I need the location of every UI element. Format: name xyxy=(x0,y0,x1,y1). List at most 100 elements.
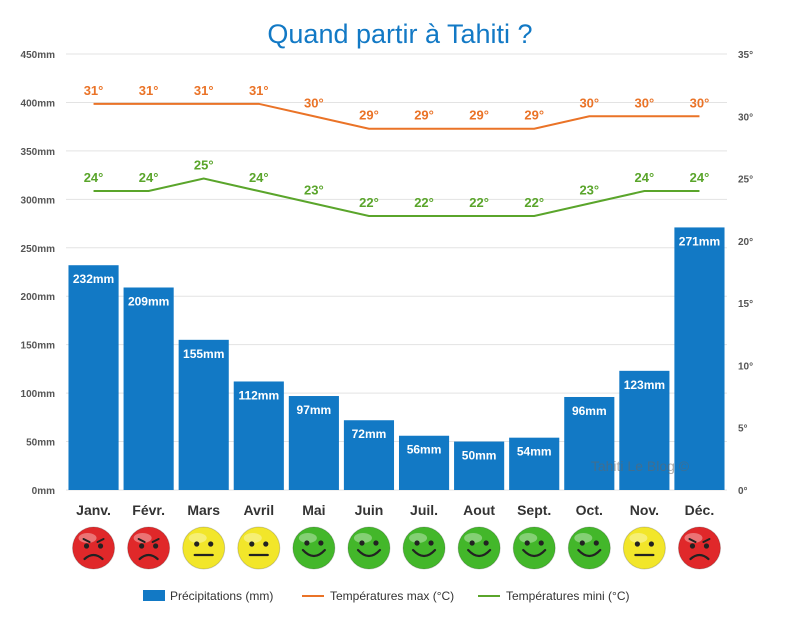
left-eye xyxy=(634,541,640,547)
temp-min-label: 23° xyxy=(579,182,599,197)
left-brow xyxy=(688,538,697,543)
right-eye xyxy=(538,540,544,546)
temp-max-label: 31° xyxy=(84,83,104,98)
legend-label-temp-min: Températures mini (°C) xyxy=(506,589,630,603)
bar-value-label: 112mm xyxy=(238,388,279,402)
month-label: Juin xyxy=(355,502,384,518)
temp-max-label: 31° xyxy=(249,83,269,98)
precipitation-bar xyxy=(398,435,450,490)
right-eye xyxy=(428,540,434,546)
month-label: Nov. xyxy=(630,502,659,518)
bar-value-label: 50mm xyxy=(462,449,497,463)
temperature-lines: 31° 31° 31° 31° 30° 29° 29° 29° 29° 30° 30° 30° 24° 2… xyxy=(84,83,710,217)
month-label: Aout xyxy=(463,502,495,518)
right-tick-label: 30° xyxy=(738,112,753,123)
face-circle xyxy=(237,526,281,570)
mouth xyxy=(301,548,326,558)
temp-max-label: 29° xyxy=(524,108,544,123)
sad-face-icon xyxy=(72,526,116,570)
mouth xyxy=(356,548,382,558)
left-tick-label: 200mm xyxy=(21,292,56,303)
month-label: Oct. xyxy=(576,502,603,518)
happy-face-icon xyxy=(402,526,446,570)
temp-min-label: 23° xyxy=(304,182,324,197)
bar-value-label: 271mm xyxy=(679,234,720,248)
temp-max-label: 30° xyxy=(579,95,599,110)
face-highlight xyxy=(353,533,372,543)
sad-face-icon xyxy=(677,526,721,570)
bar-value-label: 232mm xyxy=(73,272,114,286)
month-label: Avril xyxy=(243,502,274,518)
left-eye xyxy=(359,540,365,546)
face-circle xyxy=(182,526,226,570)
sad-face-icon xyxy=(127,526,171,570)
temp-max-label: 31° xyxy=(194,83,214,98)
precipitation-bar xyxy=(509,437,560,490)
legend-swatch-precipitation xyxy=(143,590,165,601)
right-brow xyxy=(96,538,105,543)
mouth xyxy=(689,553,710,561)
face-circle xyxy=(567,526,611,570)
month-label: Sept. xyxy=(517,502,551,518)
left-eye xyxy=(469,540,475,546)
left-tick-label: 0mm xyxy=(32,486,55,497)
face-highlight xyxy=(243,533,262,543)
month-label: Janv. xyxy=(76,502,111,518)
temp-min-label: 25° xyxy=(194,158,214,173)
face-highlight xyxy=(188,533,207,543)
face-circle xyxy=(402,526,446,570)
left-eye xyxy=(83,543,90,549)
temp-max-label: 30° xyxy=(304,95,324,110)
right-brow xyxy=(151,538,160,543)
face-highlight xyxy=(629,533,648,543)
mouth xyxy=(577,548,602,558)
right-eye xyxy=(263,541,269,547)
right-eye xyxy=(153,543,159,549)
left-eye xyxy=(524,540,530,546)
face-circle xyxy=(677,526,721,570)
temp-min-line xyxy=(93,177,700,217)
left-axis: 0mm 50mm 100mm 150mm 200mm 250mm 300mm 350mm 400… xyxy=(21,50,56,497)
happy-face-icon xyxy=(457,526,501,570)
happy-face-icon xyxy=(292,526,336,570)
right-eye xyxy=(373,540,379,546)
right-eye xyxy=(483,540,489,546)
chart-title: Quand partir à Tahiti ? xyxy=(267,19,532,49)
precipitation-bar xyxy=(288,396,339,490)
face-circle xyxy=(72,526,116,570)
face-highlight xyxy=(464,533,483,543)
month-label: Févr. xyxy=(132,502,165,518)
bar-value-label: 56mm xyxy=(407,443,442,457)
right-tick-label: 20° xyxy=(738,237,753,248)
temp-max-label: 30° xyxy=(690,95,710,110)
face-highlight xyxy=(684,533,703,543)
face-highlight xyxy=(409,533,428,543)
left-eye xyxy=(689,543,696,549)
left-eye xyxy=(194,541,200,547)
temp-min-label: 24° xyxy=(139,170,159,185)
right-tick-label: 0° xyxy=(738,486,748,497)
temp-min-label: 24° xyxy=(635,170,655,185)
happy-face-icon xyxy=(347,526,391,570)
right-tick-label: 35° xyxy=(738,50,753,61)
left-eye xyxy=(579,540,585,546)
right-tick-label: 5° xyxy=(738,424,748,435)
temp-max-label: 31° xyxy=(139,83,159,98)
mouth xyxy=(522,548,547,558)
face-highlight xyxy=(519,533,538,543)
legend-label-precipitation: Précipitations (mm) xyxy=(170,589,273,603)
right-eye xyxy=(208,541,214,547)
temp-min-label: 24° xyxy=(690,170,710,185)
right-eye xyxy=(703,543,710,549)
temp-min-label: 22° xyxy=(524,195,544,210)
right-eye xyxy=(593,540,599,546)
precipitation-bar xyxy=(454,441,505,490)
precipitation-bar xyxy=(619,370,670,490)
mouth xyxy=(138,553,159,561)
face-highlight xyxy=(78,533,97,543)
bar-value-label: 96mm xyxy=(572,404,607,418)
bar-value-label: 155mm xyxy=(183,347,224,361)
left-eye xyxy=(139,543,145,549)
temp-max-label: 30° xyxy=(635,95,655,110)
